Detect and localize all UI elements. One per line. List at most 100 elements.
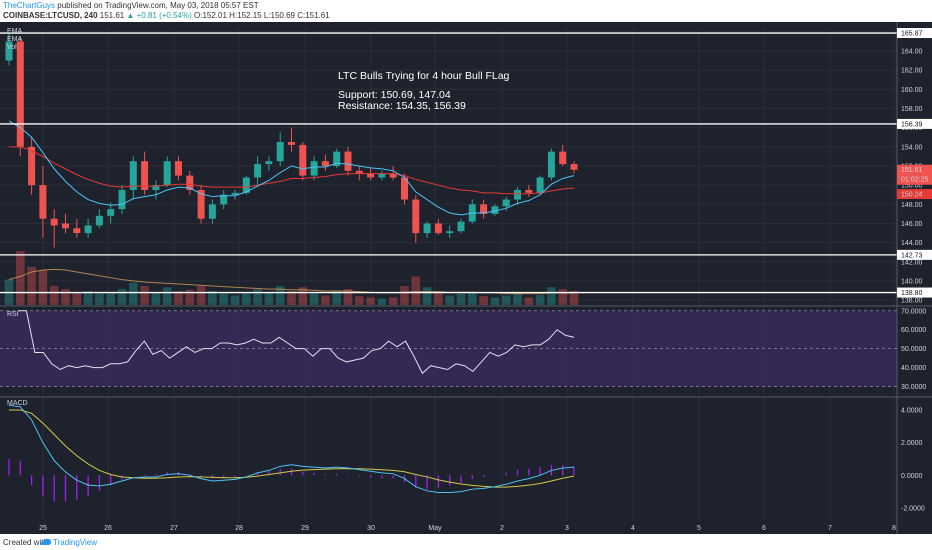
horizontal-levels[interactable] <box>0 32 897 294</box>
time-axis: 25 26 27 28 29 30 May 2 3 4 5 6 7 8 <box>39 525 896 532</box>
candle-body <box>152 185 160 190</box>
candle-body <box>446 231 454 234</box>
candle-body <box>321 161 329 166</box>
volume-bar <box>456 293 466 305</box>
candle-body <box>16 41 24 147</box>
candle-body <box>310 161 318 176</box>
symbol-info: COINBASE:LTCUSD, 240 151.61 ▲ +0.81 (+0.… <box>3 11 330 20</box>
volume-bar <box>72 292 82 305</box>
volume-bar <box>468 292 477 305</box>
candle-body <box>62 223 69 229</box>
ema-legend-2[interactable]: EMA <box>7 36 23 43</box>
candle-body <box>84 225 92 234</box>
volume-bar <box>162 287 172 305</box>
annotation-support: Support: 150.69, 147.04 <box>338 89 451 101</box>
volume-bar <box>49 285 59 305</box>
level-tag <box>897 249 932 260</box>
macd-pane <box>8 404 575 502</box>
volume-bar <box>230 295 240 305</box>
price-tick-label: 150.00 <box>901 183 923 190</box>
annotation-title: LTC Bulls Trying for 4 hour Bull FLag <box>338 70 510 82</box>
volume-bar <box>366 297 375 305</box>
volume-bar <box>343 289 353 305</box>
footer-bar: Created with TradingView <box>0 534 932 550</box>
price-tick-label: 144.00 <box>901 240 923 247</box>
volume-bar <box>400 285 409 305</box>
volume-bar <box>16 251 25 305</box>
ema-tag <box>897 189 932 200</box>
level-tag-label: 138.80 <box>901 290 923 297</box>
candle-body <box>502 199 510 207</box>
macd-tick-label: -2.0000 <box>901 505 925 512</box>
level-tag-label: 165.87 <box>901 31 923 38</box>
macd-line <box>8 404 575 493</box>
level-tag <box>897 287 932 298</box>
candle-body <box>254 164 262 178</box>
level-tag-label: 142.73 <box>901 252 923 259</box>
volume-bar <box>535 294 545 305</box>
macd-legend[interactable]: MACD <box>7 400 28 407</box>
price-tick-label: 164.00 <box>901 48 923 55</box>
candle-body <box>299 144 307 176</box>
volume-legend[interactable]: Vol <box>7 44 17 51</box>
indicator-lines <box>8 120 575 216</box>
candle-body <box>355 170 363 174</box>
volume-bar <box>208 291 217 305</box>
candle-body <box>107 209 115 216</box>
author-link[interactable]: TheChartGuys <box>3 1 56 10</box>
candle-body <box>536 177 544 193</box>
candle-body <box>480 204 488 214</box>
candle-body <box>28 146 36 186</box>
time-tick-label: 2 <box>500 525 504 532</box>
volume-bar <box>174 291 183 305</box>
price-tick-label: 158.00 <box>901 106 923 113</box>
candle-body <box>5 41 13 61</box>
volume-bar <box>140 285 149 305</box>
price-tick-label: 148.00 <box>901 202 923 209</box>
volume-bar <box>558 289 567 305</box>
volume-bar <box>388 297 398 305</box>
symbol-label: COINBASE:LTCUSD, 240 <box>3 11 98 20</box>
time-tick-label: 7 <box>828 525 832 532</box>
time-tick-label: 25 <box>39 525 47 532</box>
candle-body <box>265 161 273 165</box>
volume-bar <box>569 291 579 305</box>
volume-bar <box>513 293 522 305</box>
volume-bar <box>355 296 364 305</box>
volume-bar <box>501 295 511 305</box>
time-tick-label: May <box>428 525 442 532</box>
candle-body <box>559 151 567 165</box>
candle-body <box>95 215 103 226</box>
rsi-pane <box>0 310 897 387</box>
chart-area[interactable]: 138.00 140.00 142.00 144.00 146.00 148.00 150.… <box>0 22 932 534</box>
volume-bar <box>547 287 556 305</box>
rsi-legend[interactable]: RSI <box>7 311 19 318</box>
ema-slow-line <box>9 146 575 195</box>
ema-fast-line <box>8 120 575 216</box>
volume-bar <box>479 296 488 305</box>
tradingview-brand[interactable]: TradingView <box>53 538 98 547</box>
created-with-text: Created with <box>3 538 48 547</box>
level-tag-label: 156.39 <box>901 121 923 128</box>
ema-legend-1[interactable]: EMA <box>7 28 23 35</box>
candle-body <box>197 189 205 219</box>
price-tick-label: 162.00 <box>901 68 923 75</box>
candles <box>5 31 578 248</box>
rsi-tick-label: 60.0000 <box>901 327 926 334</box>
candle-body <box>242 177 250 193</box>
macd-tick-label: 0.0000 <box>901 473 923 480</box>
volume-bar <box>490 297 500 305</box>
time-tick-label: 5 <box>697 525 701 532</box>
candle-body <box>434 223 442 234</box>
candle-body <box>367 173 375 178</box>
candle-body <box>389 173 397 178</box>
rsi-tick-label: 40.0000 <box>901 365 926 372</box>
volume-bar <box>27 266 36 305</box>
volume-bar <box>196 285 206 305</box>
volume-bar <box>151 292 161 305</box>
macd-tick-label: 4.0000 <box>901 408 923 415</box>
volume-bar <box>298 287 308 305</box>
candle-body <box>50 218 58 226</box>
level-tag <box>897 28 932 39</box>
rsi-tick-label: 50.0000 <box>901 346 926 353</box>
